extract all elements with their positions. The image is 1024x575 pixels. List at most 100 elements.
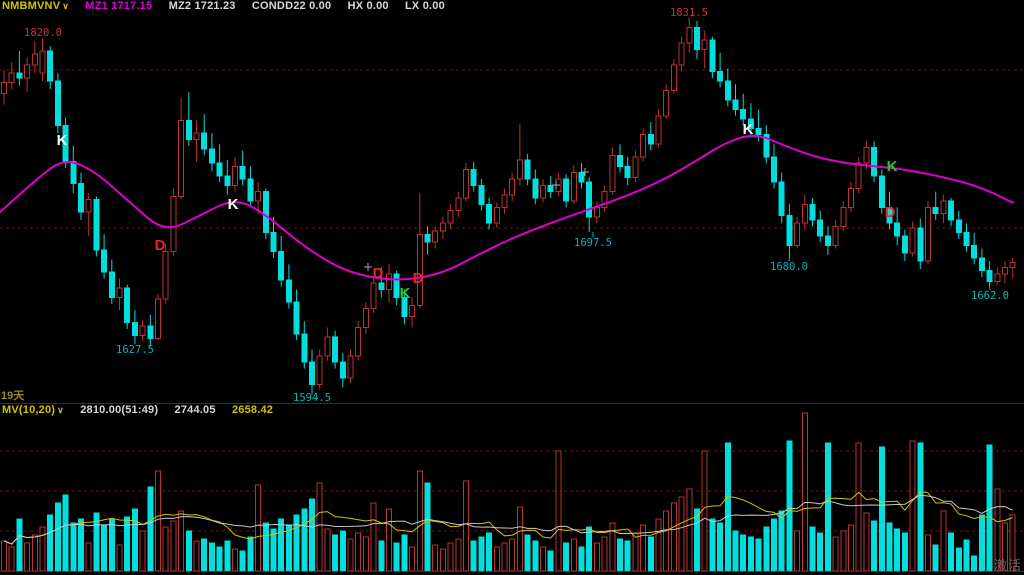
candle <box>416 193 423 309</box>
volume-bar <box>178 510 185 572</box>
price-callout-text: 1594.5 <box>293 392 331 404</box>
volume-bar <box>293 514 300 572</box>
volume-bar <box>409 546 416 572</box>
candle <box>855 156 862 194</box>
candle <box>131 310 138 343</box>
candle <box>401 289 408 325</box>
candle <box>247 166 254 208</box>
candle <box>185 92 192 146</box>
volume-bar <box>540 546 546 572</box>
volume-bar <box>755 538 762 572</box>
candle <box>540 178 546 203</box>
candle <box>255 182 262 214</box>
volume-bar <box>917 442 924 572</box>
candle <box>270 216 277 258</box>
volume-indicator-dropdown[interactable]: MV(10,20) ∨ <box>2 404 64 416</box>
candle <box>155 294 161 341</box>
volume-bar <box>309 498 315 572</box>
candle <box>563 174 570 208</box>
volume-bar <box>208 542 215 572</box>
volume-bar <box>694 508 700 572</box>
candle <box>878 169 885 214</box>
volume-bar <box>455 538 462 572</box>
volume-ma10-value: 2744.05 <box>174 404 216 416</box>
dropdown-arrow-icon[interactable]: ∨ <box>57 405 64 415</box>
price-callout-text: 1697.5 <box>574 237 612 249</box>
signal-marker-d: D <box>155 237 166 254</box>
volume-bar <box>963 539 970 572</box>
volume-ma-line <box>3 491 1013 545</box>
volume-bar <box>709 518 716 572</box>
volume-bar <box>617 538 623 572</box>
indicator-value-hx: HX 0.00 <box>347 0 389 12</box>
candle <box>85 193 92 236</box>
candle <box>208 133 215 172</box>
candle <box>717 52 724 88</box>
volume-bar <box>532 540 539 572</box>
candle <box>16 51 23 86</box>
signal-marker-d: D <box>373 265 384 282</box>
volume-indicator-label: MV(10,20) <box>2 404 56 416</box>
candle <box>670 58 677 94</box>
volume-bar <box>439 548 446 572</box>
candle <box>93 196 100 257</box>
indicator-value-mz1: MZ1 1717.15 <box>85 0 153 12</box>
volume-bar <box>878 446 885 572</box>
volume-bar <box>386 508 392 572</box>
candle <box>324 327 331 361</box>
volume-bar <box>824 442 831 572</box>
volume-bar <box>717 522 724 572</box>
volume-bar <box>863 512 870 572</box>
candle <box>486 197 493 230</box>
candle <box>370 276 377 314</box>
volume-bar <box>578 546 585 572</box>
volume-bar <box>401 534 408 572</box>
indicator-value-lx: LX 0.00 <box>405 0 445 12</box>
volume-bar <box>563 542 570 572</box>
candle <box>70 145 77 194</box>
volume-bar <box>116 544 123 572</box>
volume-bar <box>971 555 978 572</box>
main-indicator-dropdown[interactable]: NMBMVNV ∨ <box>2 0 69 12</box>
volume-bar <box>670 502 677 572</box>
candle <box>509 172 516 202</box>
volume-bar <box>62 494 69 572</box>
candle <box>701 30 708 69</box>
candle <box>948 197 955 227</box>
signal-marker-d: D <box>413 270 424 287</box>
candle <box>724 68 731 107</box>
volume-bar <box>78 518 84 572</box>
candle <box>647 122 654 151</box>
price-ma-line <box>0 134 1014 281</box>
volume-bar <box>493 546 500 572</box>
dropdown-arrow-icon[interactable]: ∨ <box>62 1 70 11</box>
candle <box>686 20 693 53</box>
volume-bar <box>840 530 847 572</box>
candle <box>694 21 700 59</box>
volume-bar <box>31 534 38 572</box>
volume-bar <box>740 534 747 572</box>
volume-bar <box>147 486 154 572</box>
candle <box>101 234 108 279</box>
candle <box>932 191 939 221</box>
volume-bar <box>347 538 354 572</box>
volume-bar <box>162 526 169 572</box>
volume-bar <box>478 536 485 572</box>
candle <box>139 319 146 342</box>
volume-series <box>1 412 1016 572</box>
volume-bar <box>131 508 138 572</box>
volume-bar <box>463 480 469 572</box>
candle <box>162 243 169 304</box>
candle <box>524 153 531 186</box>
volume-bar <box>47 514 54 572</box>
candle <box>909 221 916 257</box>
candle <box>925 201 931 265</box>
candle <box>678 36 685 72</box>
candle <box>747 103 754 135</box>
candle <box>8 62 15 89</box>
volume-bar <box>948 532 955 572</box>
volume-bar <box>516 506 523 572</box>
volume-bar <box>339 530 346 572</box>
volume-bar <box>925 534 931 572</box>
